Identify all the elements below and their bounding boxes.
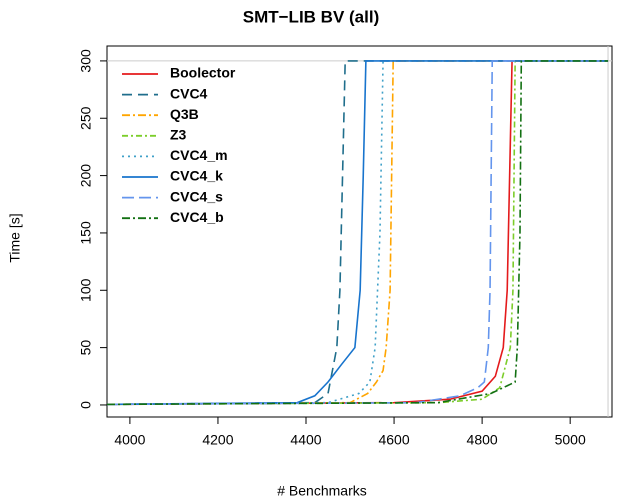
legend-label: CVC4_k <box>170 168 223 184</box>
legend-label: Z3 <box>170 127 187 143</box>
y-tick-label: 150 <box>78 221 94 245</box>
x-tick-label: 4400 <box>290 432 321 448</box>
x-tick-label: 4200 <box>202 432 233 448</box>
x-tick-label: 4600 <box>378 432 409 448</box>
legend-label: Q3B <box>170 106 199 122</box>
x-tick-label: 5000 <box>555 432 586 448</box>
x-tick-label: 4000 <box>114 432 145 448</box>
legend-label: Boolector <box>170 65 236 81</box>
y-tick-label: 50 <box>78 340 94 356</box>
y-tick-label: 100 <box>78 278 94 302</box>
x-tick-label: 4800 <box>467 432 498 448</box>
chart-title: SMT−LIB BV (all) <box>243 7 379 26</box>
series-line <box>106 60 609 406</box>
legend-label: CVC4_b <box>170 209 224 225</box>
series-line <box>106 60 609 406</box>
series-line <box>106 60 609 406</box>
legend-label: CVC4 <box>170 85 208 101</box>
y-tick-label: 0 <box>78 401 94 409</box>
series-line <box>106 60 609 406</box>
series-line <box>106 60 609 406</box>
y-tick-label: 300 <box>78 49 94 73</box>
legend-label: CVC4_s <box>170 188 223 204</box>
x-axis-label: # Benchmarks <box>277 483 366 499</box>
y-tick-label: 200 <box>78 164 94 188</box>
series-line <box>106 60 609 406</box>
y-tick-label: 250 <box>78 106 94 130</box>
plot-box <box>106 45 613 418</box>
legend-label: CVC4_m <box>170 147 228 163</box>
y-axis-label: Time [s] <box>7 213 23 262</box>
